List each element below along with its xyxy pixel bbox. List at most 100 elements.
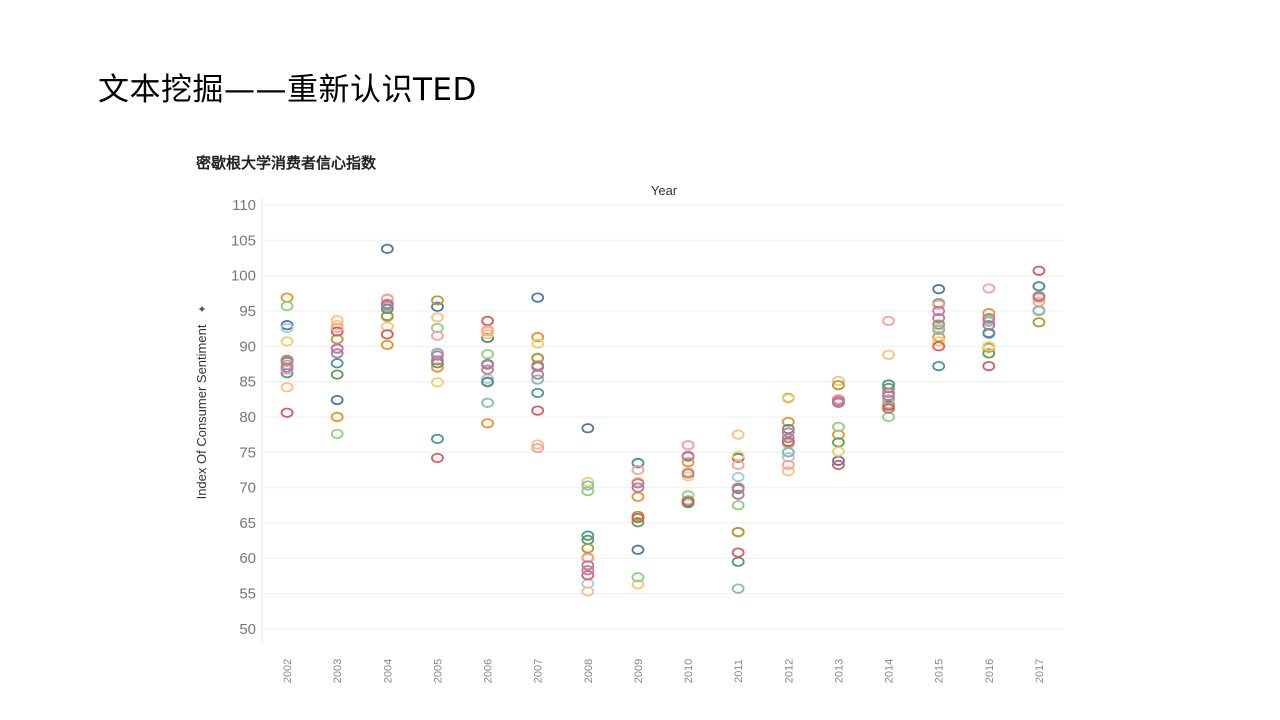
data-point[interactable] <box>882 387 895 399</box>
data-point[interactable] <box>330 394 344 406</box>
data-point[interactable] <box>832 397 845 408</box>
data-point[interactable] <box>330 343 344 354</box>
data-point[interactable] <box>631 482 645 493</box>
data-point[interactable] <box>681 450 695 461</box>
data-point[interactable] <box>380 303 394 314</box>
data-point[interactable] <box>280 362 294 373</box>
data-point[interactable] <box>731 500 745 511</box>
data-point[interactable] <box>731 459 745 471</box>
data-point[interactable] <box>481 418 494 429</box>
data-point[interactable] <box>731 583 745 594</box>
data-point[interactable] <box>431 312 444 323</box>
data-point[interactable] <box>330 326 344 337</box>
data-point[interactable] <box>731 556 745 567</box>
data-point[interactable] <box>330 322 344 334</box>
data-point[interactable] <box>681 471 695 482</box>
data-point[interactable] <box>781 416 795 428</box>
data-point[interactable] <box>832 375 845 387</box>
data-point[interactable] <box>982 341 996 352</box>
data-point[interactable] <box>330 320 344 331</box>
data-point[interactable] <box>481 329 494 340</box>
data-point[interactable] <box>581 565 595 576</box>
data-point[interactable] <box>280 320 294 331</box>
data-point[interactable] <box>481 349 494 360</box>
data-point[interactable] <box>731 429 745 440</box>
data-point[interactable] <box>531 405 545 416</box>
data-point[interactable] <box>481 358 494 370</box>
data-point[interactable] <box>531 442 545 454</box>
data-point[interactable] <box>932 299 946 310</box>
data-point[interactable] <box>932 361 946 372</box>
data-point[interactable] <box>280 359 294 370</box>
data-point[interactable] <box>781 466 795 477</box>
data-point[interactable] <box>330 369 344 380</box>
data-point[interactable] <box>681 440 695 451</box>
data-point[interactable] <box>631 491 645 502</box>
data-point[interactable] <box>1032 281 1046 292</box>
data-point[interactable] <box>982 361 996 372</box>
data-point[interactable] <box>681 496 695 507</box>
data-point[interactable] <box>731 471 745 483</box>
data-point[interactable] <box>431 433 444 444</box>
data-point[interactable] <box>631 544 645 555</box>
data-point[interactable] <box>982 320 996 331</box>
data-point[interactable] <box>380 329 394 340</box>
data-point[interactable] <box>581 476 595 488</box>
data-point[interactable] <box>380 339 394 351</box>
data-point[interactable] <box>531 353 545 364</box>
data-point[interactable] <box>631 478 645 489</box>
data-point[interactable] <box>380 243 394 254</box>
data-point[interactable] <box>531 387 545 399</box>
data-point[interactable] <box>832 446 845 457</box>
data-point[interactable] <box>431 350 444 361</box>
data-point[interactable] <box>731 547 745 558</box>
data-point[interactable] <box>380 298 394 310</box>
data-point[interactable] <box>1032 265 1046 276</box>
data-point[interactable] <box>531 338 545 349</box>
data-point[interactable] <box>781 427 795 438</box>
data-point[interactable] <box>581 530 595 541</box>
data-point[interactable] <box>631 579 645 590</box>
data-point[interactable] <box>581 553 595 564</box>
data-point[interactable] <box>731 527 745 538</box>
data-point[interactable] <box>631 457 645 468</box>
data-point[interactable] <box>481 324 494 336</box>
data-point[interactable] <box>531 369 545 380</box>
data-point[interactable] <box>431 301 444 312</box>
data-point[interactable] <box>631 512 645 524</box>
data-point[interactable] <box>531 332 545 343</box>
data-point[interactable] <box>330 428 344 440</box>
data-point[interactable] <box>531 292 545 303</box>
data-point[interactable] <box>581 586 595 597</box>
data-point[interactable] <box>731 489 745 500</box>
data-point[interactable] <box>681 468 695 479</box>
data-point[interactable] <box>932 305 946 317</box>
data-point[interactable] <box>982 283 996 294</box>
data-point[interactable] <box>832 421 845 432</box>
data-point[interactable] <box>280 292 294 303</box>
data-point[interactable] <box>681 490 695 501</box>
data-point[interactable] <box>932 336 946 347</box>
data-point[interactable] <box>481 376 494 387</box>
data-point[interactable] <box>330 358 344 369</box>
data-point[interactable] <box>932 312 946 324</box>
data-point[interactable] <box>280 336 294 347</box>
data-point[interactable] <box>731 482 745 493</box>
data-point[interactable] <box>1032 296 1046 307</box>
data-point[interactable] <box>581 560 595 571</box>
data-point[interactable] <box>431 452 444 464</box>
data-point[interactable] <box>832 459 845 471</box>
data-point[interactable] <box>882 315 895 327</box>
data-point[interactable] <box>280 355 294 366</box>
data-point[interactable] <box>832 380 845 391</box>
data-point[interactable] <box>330 348 344 359</box>
data-point[interactable] <box>280 382 294 393</box>
data-point[interactable] <box>581 570 595 581</box>
data-point[interactable] <box>481 364 494 375</box>
data-point[interactable] <box>932 284 946 295</box>
data-point[interactable] <box>431 355 444 366</box>
data-point[interactable] <box>882 390 895 401</box>
data-point[interactable] <box>1032 291 1046 302</box>
data-point[interactable] <box>932 341 946 352</box>
data-point[interactable] <box>531 439 545 450</box>
